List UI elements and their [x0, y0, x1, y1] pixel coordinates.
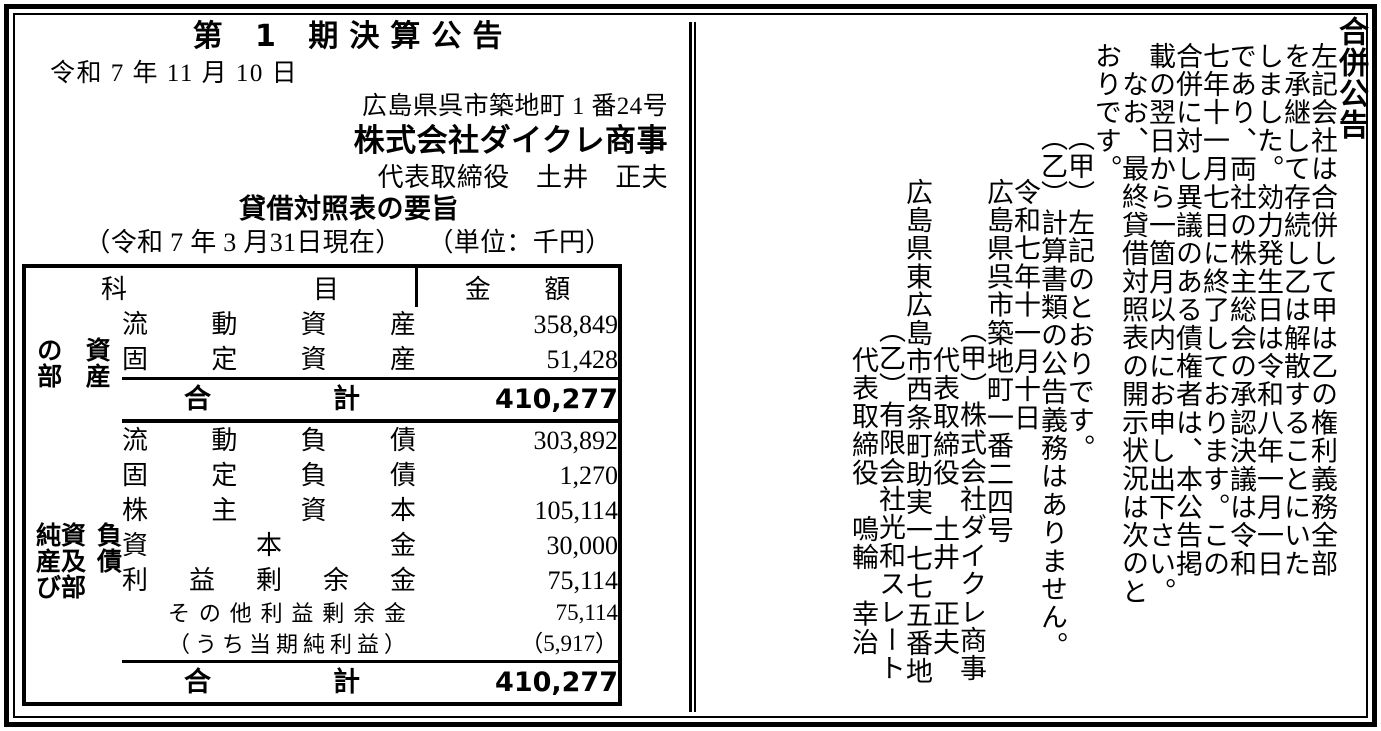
- merger-body-line: であり、両社の株主総会の承認決議は令和: [1226, 42, 1256, 578]
- ko-company-name: （甲）株式会社ダイクレ商事: [956, 316, 986, 683]
- section-label-col-right: 負債: [96, 520, 122, 601]
- table-row: 資産 の部 流 動 資 産 358,849: [26, 307, 619, 390]
- row-amount: 1,270: [559, 460, 619, 490]
- row-amount: （5,917）: [520, 631, 619, 657]
- otsu-representative: 代表取締役 鳴輪 幸治: [848, 346, 878, 657]
- row-item-name: （うち当期純利益）: [168, 631, 407, 657]
- table-total-row: 合 計 410,277: [26, 660, 619, 703]
- ko-representative: 代表取締役 土井 正夫: [929, 346, 959, 657]
- otsu-company-name: （乙）有限会社光和スレート: [875, 316, 905, 683]
- merger-notice-title: 合併公告: [1333, 16, 1368, 140]
- row-amount: 51,428: [546, 344, 619, 374]
- total-amount: 410,277: [416, 660, 619, 703]
- panel-divider: [689, 22, 696, 712]
- row-item-name: 資 本 金: [122, 530, 417, 560]
- section-label-vertical: 負債 純資産及び部: [26, 520, 122, 602]
- outer-border: [4, 4, 1377, 727]
- section-label-col-right: 資産: [75, 338, 123, 390]
- balance-sheet-panel: 第 1 期決算公告 令和 7 年 11 月 10 日 広島県呉市築地町 1 番2…: [16, 16, 676, 715]
- page-content: 第 1 期決算公告 令和 7 年 11 月 10 日 広島県呉市築地町 1 番2…: [16, 16, 1368, 715]
- table-total-row: 合 計 410,277: [26, 377, 619, 424]
- merger-body-line: 載の翌日から一箇月以内にお申し出下さい。: [1145, 42, 1175, 606]
- row-item-name: その他利益剰余金: [168, 600, 407, 626]
- section-label-liabilities: 負債 純資産及び部: [26, 421, 122, 702]
- table-row: 利 益 剰 余 金 75,114: [26, 563, 618, 598]
- amount-unit: （単位：千円）: [427, 228, 612, 258]
- balance-sheet-table: 科 目 金 額 資産: [26, 268, 619, 703]
- row-item-name: 固 定 負 債: [122, 460, 417, 490]
- disclosure-status-ko: （甲）左記のとおりです。: [1064, 124, 1094, 463]
- balance-sheet-body: 科 目 金 額 資産: [26, 268, 619, 703]
- row-amount: 105,114: [534, 495, 619, 525]
- table-header-row: 科 目 金 額: [26, 268, 619, 308]
- total-amount: 410,277: [416, 377, 619, 424]
- section-label-char: 負債: [96, 520, 122, 576]
- row-amount: 75,114: [547, 565, 619, 595]
- page-title: 第 1 期決算公告: [192, 19, 514, 54]
- asof-and-unit: （令和 7 年 3 月31日現在） （単位：千円）: [16, 228, 676, 257]
- row-item-name: 流 動 資 産: [122, 309, 417, 339]
- merger-notice-panel: 合併公告 左記会社は合併して甲は乙の権利義務全部 を承継して存続し乙は解散するこ…: [702, 16, 1368, 715]
- table-row: 株 主 資 本 105,114: [26, 493, 618, 528]
- row-item-name: 固 定 資 産: [122, 344, 417, 374]
- merger-body-line: を承継して存続し乙は解散することにいた: [1280, 42, 1310, 578]
- row-amount: 303,892: [533, 425, 619, 455]
- as-of-date: （令和 7 年 3 月31日現在）: [84, 228, 402, 258]
- representative-name: 代表取締役 土井 正夫: [377, 162, 668, 192]
- table-row: 固 定 負 債 1,270: [26, 458, 618, 493]
- ko-address: 広島県呉市築地町一番二四号: [983, 178, 1013, 545]
- notice-date: 令和七年十一月十日: [1010, 178, 1040, 432]
- merger-body-line: しました。効力発生日は令和八年一月一日: [1253, 42, 1283, 578]
- otsu-address: 広島県東広島市西条町助実一七七五番地: [902, 178, 932, 686]
- merger-body-line: 七年十一月七日に終了しております。この: [1199, 42, 1229, 578]
- company-address: 広島県呉市築地町 1 番24号: [361, 93, 668, 120]
- section-label-col-left: の部: [26, 338, 74, 390]
- section-label-char: 純資産及び部: [35, 520, 86, 602]
- balance-sheet-table-wrap: 科 目 金 額 資産: [22, 264, 622, 707]
- row-item-name: 利 益 剰 余 金: [122, 565, 417, 595]
- section-label-char: の部: [37, 336, 63, 392]
- table-row: その他利益剰余金 75,114: [26, 598, 618, 629]
- merger-body-line: おりです。: [1091, 42, 1121, 183]
- row-item-name: 株 主 資 本: [122, 495, 417, 525]
- total-label: 合 計: [122, 377, 417, 424]
- section-label-col-left: 純資産及び部: [26, 520, 96, 602]
- table-row: （うち当期純利益） （5,917）: [26, 629, 618, 662]
- row-amount: 358,849: [533, 309, 619, 339]
- merger-body-line: なお、最終貸借対照表の開示状況は次のと: [1118, 70, 1148, 606]
- row-amount: 75,114: [555, 600, 619, 626]
- table-row: 資 本 金 30,000: [26, 528, 618, 563]
- merger-body-line: 左記会社は合併して甲は乙の権利義務全部: [1307, 42, 1337, 578]
- section-label-assets: 資産 の部: [26, 307, 122, 421]
- header-item-cell: 科 目: [101, 275, 340, 305]
- disclosure-status-otsu: （乙）計算書類の公告義務はありません。: [1037, 124, 1067, 660]
- publication-date: 令和 7 年 11 月 10 日: [50, 60, 299, 87]
- total-label: 合 計: [122, 660, 417, 703]
- inner-border: [13, 13, 1368, 718]
- table-row: 固 定 資 産 51,428: [26, 342, 618, 379]
- row-amount: 30,000: [546, 530, 619, 560]
- table-row: 負債 純資産及び部 流 動 負 債 303,892: [26, 421, 619, 600]
- row-item-name: 流 動 負 債: [122, 425, 417, 455]
- statement-title: 貸借対照表の要旨: [239, 193, 459, 225]
- section-label-vertical: 資産 の部: [26, 338, 122, 390]
- section-label-char: 資産: [85, 336, 111, 392]
- merger-body-line: 合併に対し異議のある債権者は、本公告掲: [1172, 42, 1202, 578]
- header-amount-cell: 金 額: [414, 268, 619, 308]
- company-name: 株式会社ダイクレ商事: [353, 123, 668, 159]
